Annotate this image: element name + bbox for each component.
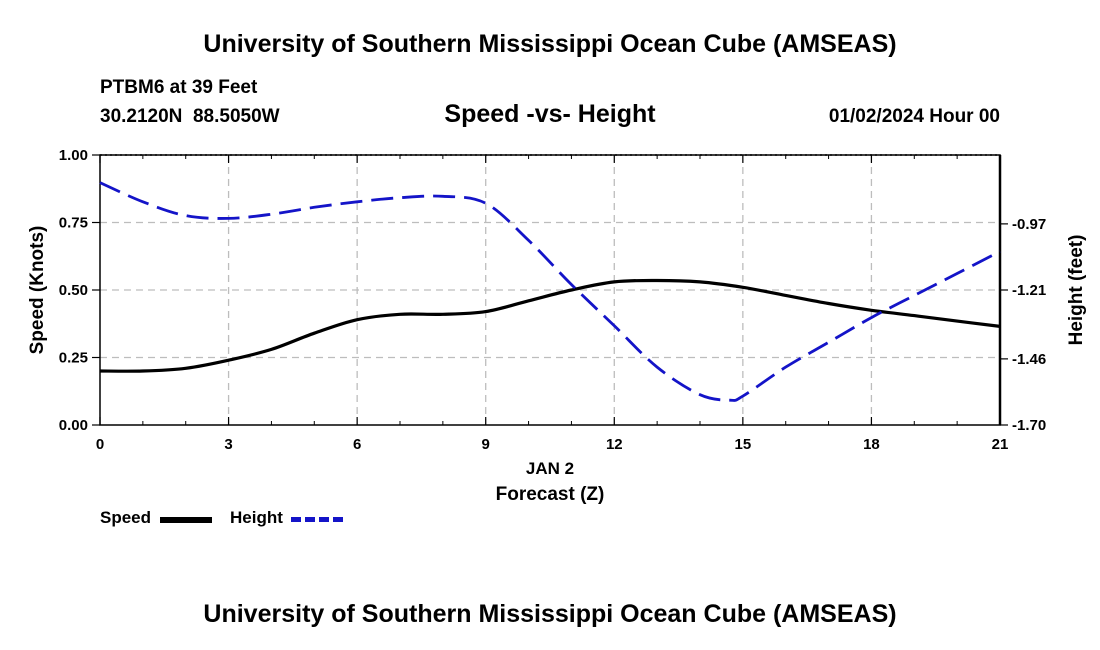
x-tick-label: 9 [482, 436, 490, 453]
y2-tick-label: -1.70 [1012, 417, 1046, 434]
legend-height-swatch [291, 517, 343, 522]
x-tick-label: 21 [992, 436, 1009, 453]
y-tick-label: 0.75 [59, 215, 88, 232]
station-label: PTBM6 at 39 Feet [100, 77, 258, 98]
x-tick-label: 15 [735, 436, 752, 453]
forecast-datetime: 01/02/2024 Hour 00 [828, 106, 1000, 127]
x-tick-label: 18 [863, 436, 880, 453]
legend-speed-label: Speed [100, 508, 152, 527]
x-axis-title: Forecast (Z) [496, 484, 605, 505]
chart-main-title: University of Southern Mississippi Ocean… [203, 30, 897, 58]
x-tick-label: 3 [224, 436, 232, 453]
y-tick-label: 1.00 [59, 147, 88, 164]
x-tick-label: 12 [606, 436, 623, 453]
y2-tick-label: -1.21 [1012, 282, 1046, 299]
y2-tick-label: -0.97 [1012, 216, 1046, 233]
y2-tick-label: -1.46 [1012, 351, 1046, 368]
y-tick-label: 0.25 [59, 350, 88, 367]
y-axis-left: 0.00 0.25 0.50 0.75 1.00 [59, 147, 100, 434]
y-axis-right-title: Height (feet) [1066, 235, 1087, 346]
height-series-line [99, 181, 1001, 402]
x-tick-label: 0 [96, 436, 104, 453]
footer-title: University of Southern Mississippi Ocean… [203, 600, 897, 628]
legend-height-label: Height [230, 508, 283, 527]
y-axis-left-title: Speed (Knots) [27, 226, 48, 355]
legend-speed-swatch [160, 517, 212, 523]
speed-series-line [99, 278, 1001, 373]
y-tick-label: 0.00 [59, 417, 88, 434]
x-axis-date-label: JAN 2 [526, 459, 574, 478]
y-tick-label: 0.50 [59, 282, 88, 299]
x-tick-label: 6 [353, 436, 361, 453]
x-axis: 0 3 6 9 12 15 18 21 [96, 155, 1009, 453]
chart-subtitle: Speed -vs- Height [444, 100, 656, 128]
y-axis-right: -1.70 -1.46 -1.21 -0.97 [998, 155, 1046, 434]
grid-lines [100, 154, 1000, 425]
coordinates-label: 30.2120N 88.5050W [100, 106, 280, 127]
